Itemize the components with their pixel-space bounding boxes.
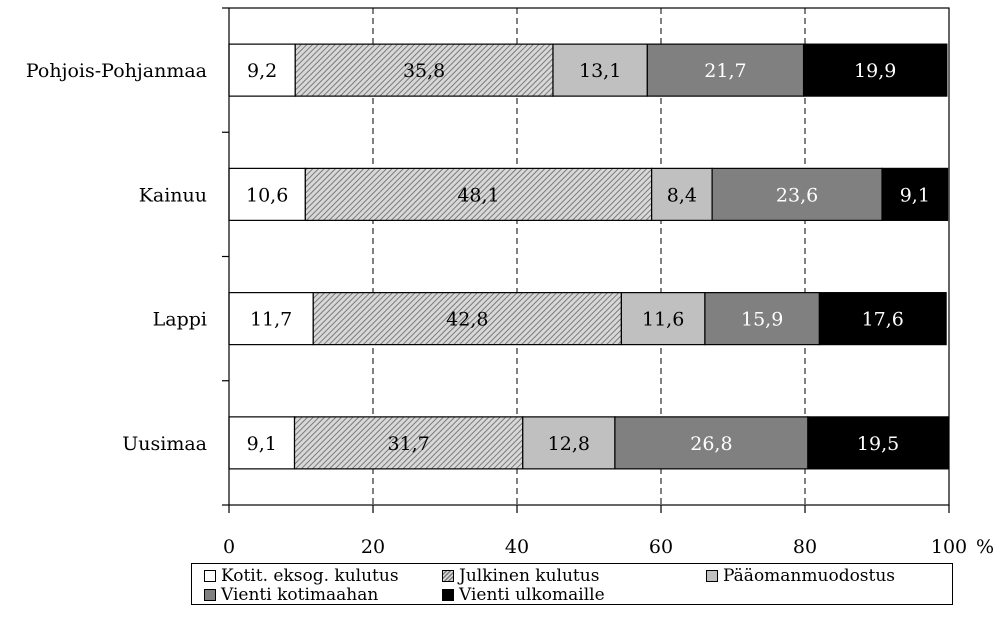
data-label: 19,9	[854, 60, 896, 82]
category-label: Uusimaa	[122, 433, 207, 455]
data-label: 21,7	[704, 60, 746, 82]
legend-swatch-lightgray-icon	[706, 570, 718, 582]
x-tick-label: 0	[223, 536, 235, 558]
legend: Kotit. eksog. kulutus Julkinen kulutus P…	[191, 563, 953, 605]
category-label: Pohjois-Pohjanmaa	[26, 60, 207, 82]
bar-segment	[802, 43, 948, 97]
legend-item-kotit: Kotit. eksog. kulutus	[204, 566, 399, 586]
x-tick-label: 20	[361, 536, 385, 558]
data-label: 15,9	[741, 309, 783, 331]
bar-segment	[293, 416, 524, 470]
legend-label: Vienti kotimaahan	[221, 585, 379, 605]
legend-item-julkinen: Julkinen kulutus	[442, 566, 599, 586]
data-label: 9,1	[900, 184, 930, 206]
bar-segment	[818, 292, 947, 346]
data-label: 11,7	[250, 309, 292, 331]
bar-segment	[312, 292, 622, 346]
bar-segment	[552, 43, 648, 97]
legend-swatch-black-icon	[442, 589, 454, 601]
data-label: 23,6	[776, 184, 818, 206]
data-label: 19,5	[857, 433, 899, 455]
bar-segment	[304, 167, 653, 221]
legend-label: Kotit. eksog. kulutus	[221, 566, 399, 586]
x-unit-label: %	[976, 536, 994, 558]
bar-segment	[614, 416, 809, 470]
axes: Uusimaa Lappi Kainuu Pohjois-Pohjanmaa 0 20 40…	[26, 7, 994, 558]
legend-label: Vienti ulkomaille	[459, 585, 605, 605]
data-label: 9,2	[247, 60, 277, 82]
data-label: 31,7	[387, 433, 429, 455]
bar-segment	[294, 43, 554, 97]
bar-segment	[228, 43, 296, 97]
legend-label: Pääomanmuodostus	[723, 566, 896, 586]
data-label: 8,4	[667, 184, 697, 206]
legend-swatch-white-icon	[204, 570, 216, 582]
x-tick-label: 80	[793, 536, 817, 558]
legend-item-vienti-kotimaahan: Vienti kotimaahan	[204, 585, 378, 605]
data-label: 42,8	[446, 309, 488, 331]
x-tick-label: 40	[505, 536, 529, 558]
x-tick-label: 100	[931, 536, 967, 558]
data-label: 11,6	[642, 309, 684, 331]
data-label: 35,8	[403, 60, 445, 82]
category-label: Kainuu	[139, 184, 207, 206]
data-label: 13,1	[579, 60, 621, 82]
bar-segment	[807, 416, 949, 470]
legend-item-paaoman: Pääomanmuodostus	[706, 566, 895, 586]
bars: 9,1 31,7 12,8 26,8 19,5 11,7 42,8 11,6 15,9 17,6 1…	[228, 43, 949, 470]
legend-item-vienti-ulkomaille: Vienti ulkomaille	[442, 585, 605, 605]
data-label: 9,1	[247, 433, 277, 455]
legend-swatch-hatched-icon	[442, 570, 454, 582]
data-label: 17,6	[862, 309, 904, 331]
bar-segment	[522, 416, 616, 470]
data-label: 10,6	[246, 184, 288, 206]
data-label: 26,8	[690, 433, 732, 455]
bar-segment	[881, 167, 949, 221]
bar-segment	[228, 292, 314, 346]
bar-segment	[711, 167, 883, 221]
x-tick-label: 60	[649, 536, 673, 558]
data-label: 12,8	[548, 433, 590, 455]
legend-swatch-darkgray-icon	[204, 589, 216, 601]
data-label: 48,1	[457, 184, 499, 206]
legend-label: Julkinen kulutus	[459, 566, 600, 586]
category-label: Lappi	[153, 309, 207, 331]
